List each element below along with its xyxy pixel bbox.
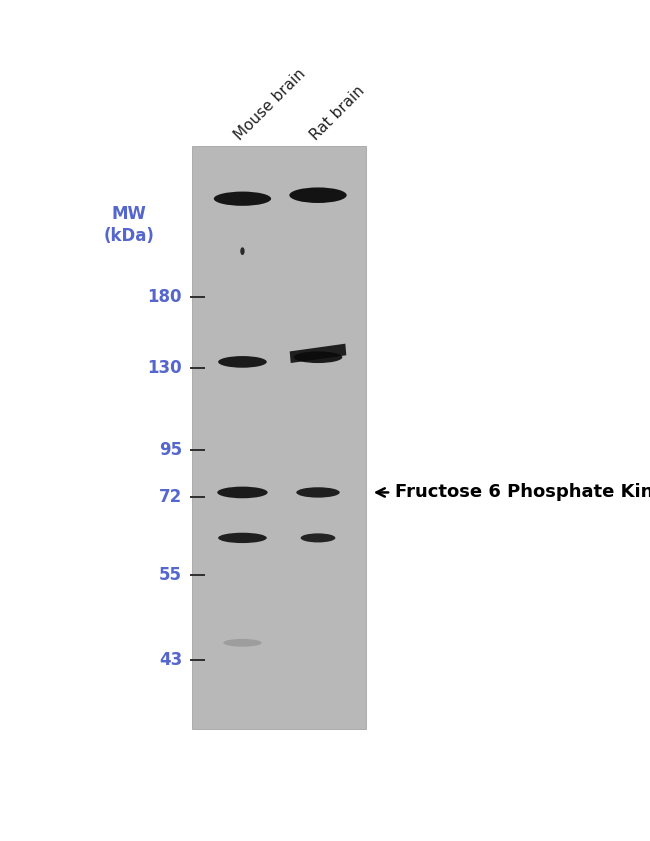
Ellipse shape <box>218 356 266 368</box>
Text: 95: 95 <box>159 442 182 459</box>
Text: 43: 43 <box>159 651 182 669</box>
Ellipse shape <box>289 188 346 203</box>
Text: 72: 72 <box>159 488 182 506</box>
Ellipse shape <box>301 533 335 542</box>
Ellipse shape <box>217 487 268 498</box>
Ellipse shape <box>218 532 266 543</box>
Ellipse shape <box>224 639 261 647</box>
Text: Rat brain: Rat brain <box>307 83 367 143</box>
Text: 130: 130 <box>148 359 182 377</box>
Text: 180: 180 <box>148 288 182 305</box>
Ellipse shape <box>296 487 340 498</box>
Text: Mouse brain: Mouse brain <box>232 66 309 143</box>
Text: MW
(kDa): MW (kDa) <box>103 205 155 245</box>
FancyArrow shape <box>290 344 346 363</box>
Ellipse shape <box>294 352 343 363</box>
Ellipse shape <box>240 247 244 255</box>
Text: Fructose 6 Phosphate Kinase: Fructose 6 Phosphate Kinase <box>395 484 650 501</box>
Ellipse shape <box>214 192 271 206</box>
Text: 55: 55 <box>159 566 182 584</box>
Bar <box>192 146 366 729</box>
